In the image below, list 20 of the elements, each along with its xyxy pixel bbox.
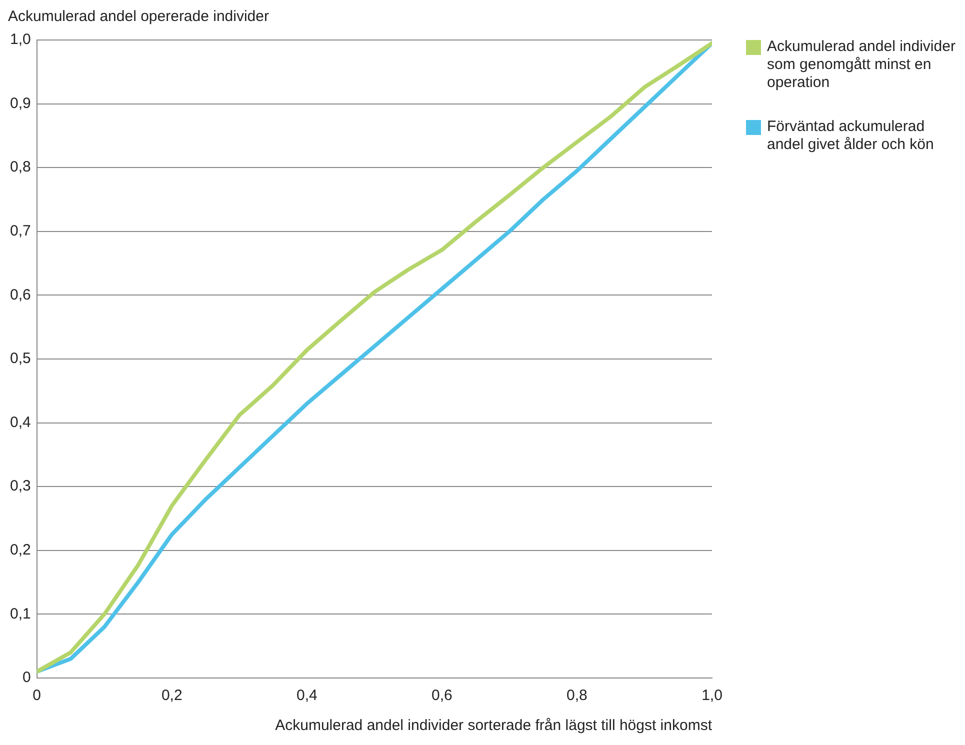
- x-tick-label: 1,0: [702, 687, 722, 704]
- x-tick-label: 0,8: [566, 687, 588, 704]
- y-tick-label: 0,1: [10, 605, 31, 622]
- y-tick-label: 0,7: [10, 222, 31, 240]
- y-tick-label: 0,8: [10, 158, 31, 176]
- y-tick-label: 0: [22, 669, 31, 686]
- y-tick-label: 0,4: [10, 414, 31, 431]
- x-tick-label: 0,2: [161, 687, 182, 704]
- y-tick-label: 1,0: [10, 31, 31, 48]
- x-tick-label: 0,6: [432, 687, 452, 704]
- legend-label: Förväntad ackumulerad andel givet ålder och kön: [767, 118, 935, 154]
- y-tick-label: 0,5: [10, 350, 31, 368]
- y-tick-label: 0,6: [10, 286, 31, 304]
- y-tick-label: 0,9: [10, 94, 31, 112]
- y-axis-title: Ackumulerad andel opererade individer: [8, 8, 269, 25]
- x-axis-title: Ackumulerad andel individer sorterade från lägst till högst inkomst: [275, 717, 713, 734]
- y-tick-label: 0,2: [10, 542, 31, 559]
- legend-label: Ackumulerad andel individer som genomgått minst en operation: [767, 38, 956, 92]
- x-tick-label: 0,4: [296, 687, 318, 704]
- y-tick-label: 0,3: [10, 478, 31, 495]
